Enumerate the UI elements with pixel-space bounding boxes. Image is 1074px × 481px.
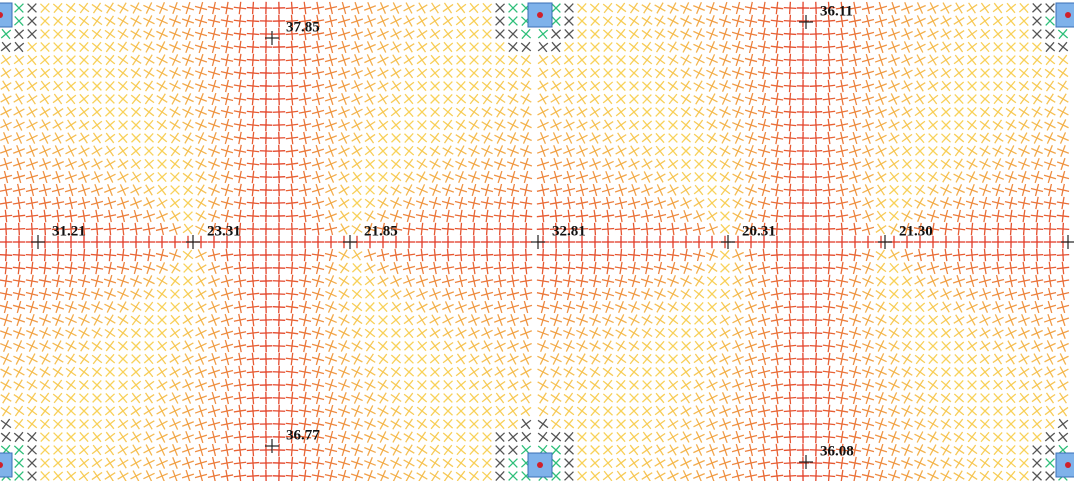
trajectory-segment [273,138,285,139]
trajectory-segment [247,8,259,9]
trajectory-segment [6,249,7,261]
trajectory-segment [273,151,285,152]
trajectory-segment [810,294,822,295]
trajectory-segment [273,112,285,113]
trajectory-segment [810,385,822,386]
trajectory-segment [273,125,285,126]
trajectory-segment [810,424,822,425]
trajectory-segment [32,223,33,235]
trajectory-segment [45,249,46,261]
trajectory-segment [810,320,822,321]
trajectory-segment [58,249,59,261]
trajectory-segment [19,223,20,235]
trajectory-segment [810,359,822,360]
trajectory-segment [556,249,557,261]
trajectory-segment [784,463,796,464]
trajectory-segment [273,164,285,165]
trajectory-segment [784,21,796,22]
trajectory-segment [784,476,796,477]
trajectory-segment [810,281,822,282]
trajectory-segment [810,333,822,334]
trajectory-segment [286,229,298,230]
trajectory-segment [247,463,259,464]
trajectory-segment [247,268,259,269]
trajectory-segment [771,255,783,256]
trajectory-segment [810,73,822,74]
trajectory-segment [582,249,583,261]
trajectory-segment [810,125,822,126]
trajectory-segment [6,223,7,235]
trajectory-segment [810,60,822,61]
trajectory-segment [273,177,285,178]
trajectory-segment [823,229,835,230]
trajectory-segment [784,437,796,438]
trajectory-segment [810,203,822,204]
trajectory-segment [513,249,514,261]
trajectory-segment [810,112,822,113]
trajectory-segment [810,346,822,347]
trajectory-segment [247,476,259,477]
trajectory-segment [286,255,298,256]
trajectory-segment [526,223,527,235]
trajectory-segment [543,223,544,235]
trajectory-segment [247,216,259,217]
trajectory-segment [784,216,796,217]
trajectory-segment [32,249,33,261]
trajectory-segment [19,249,20,261]
trajectory-segment [810,164,822,165]
trajectory-segment [595,249,596,261]
trajectory-segment [784,47,796,48]
trajectory-segment [595,223,596,235]
trajectory-segment [487,249,488,261]
trajectory-segment [810,99,822,100]
trajectory-segment [273,294,285,295]
trajectory-segment [810,437,822,438]
trajectory-segment [487,223,488,235]
trajectory-segment [810,177,822,178]
trajectory-segment [810,398,822,399]
trajectory-segment [273,320,285,321]
trajectory-segment [247,21,259,22]
trajectory-segment [810,411,822,412]
trajectory-segment [500,249,501,261]
trajectory-segment [810,372,822,373]
trajectory-segment [500,223,501,235]
trajectory-segment [810,307,822,308]
trajectory-segment [569,249,570,261]
trajectory-segment [543,249,544,261]
trajectory-segment [513,223,514,235]
trajectory-segment [810,190,822,191]
trajectory-segment [784,34,796,35]
trajectory-segment [823,255,835,256]
trajectory-segment [810,47,822,48]
trajectory-segment [273,372,285,373]
trajectory-segment [526,249,527,261]
trajectory-segment [784,268,796,269]
trajectory-segment [810,86,822,87]
trajectory-segment [810,138,822,139]
trajectory-segment [273,359,285,360]
trajectory-segment [810,151,822,152]
trajectory-segment [784,450,796,451]
trajectory-segment [784,8,796,9]
trajectory-segment [273,333,285,334]
trajectory-segment [273,190,285,191]
trajectory-segment [273,307,285,308]
trajectory-segment [45,223,46,235]
trajectory-segment [273,346,285,347]
